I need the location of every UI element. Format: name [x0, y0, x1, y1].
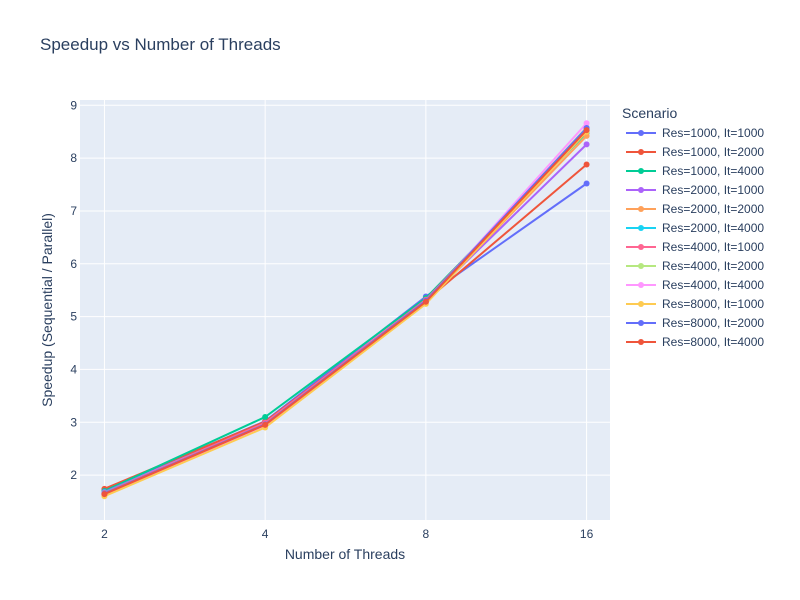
legend-swatch-marker [638, 168, 644, 174]
y-tick-label: 7 [70, 204, 77, 218]
x-axis-ticks: 2 4 8 16 [101, 527, 593, 541]
legend-swatch-marker [638, 187, 644, 193]
legend-item[interactable]: Res=1000, It=1000 [626, 126, 764, 140]
legend-label: Res=4000, It=1000 [662, 240, 764, 254]
legend-label: Res=2000, It=4000 [662, 221, 764, 235]
x-tick-label: 8 [423, 527, 430, 541]
y-tick-label: 2 [70, 468, 77, 482]
data-point [583, 180, 590, 187]
series-lines [101, 120, 590, 500]
legend-swatch-marker [638, 206, 644, 212]
data-point [583, 120, 590, 127]
data-point [583, 141, 590, 148]
y-axis-label: Speedup (Sequential / Parallel) [39, 213, 55, 407]
legend[interactable]: Res=1000, It=1000 Res=1000, It=2000 Res=10… [626, 126, 764, 349]
legend-swatch-marker [638, 225, 644, 231]
x-tick-label: 16 [580, 527, 594, 541]
legend-item[interactable]: Res=4000, It=4000 [626, 278, 764, 292]
legend-label: Res=4000, It=2000 [662, 259, 764, 273]
data-point [422, 298, 429, 305]
legend-label: Res=1000, It=4000 [662, 164, 764, 178]
y-axis-ticks: 2 3 4 5 6 7 8 9 [70, 98, 77, 482]
legend-item[interactable]: Res=8000, It=2000 [626, 316, 764, 330]
legend-swatch-marker [638, 244, 644, 250]
y-tick-label: 5 [70, 310, 77, 324]
plot-area [80, 100, 610, 520]
legend-item[interactable]: Res=4000, It=1000 [626, 240, 764, 254]
legend-item[interactable]: Res=4000, It=2000 [626, 259, 764, 273]
legend-item[interactable]: Res=2000, It=2000 [626, 202, 764, 216]
series-12 [101, 127, 590, 498]
legend-item[interactable]: Res=8000, It=1000 [626, 297, 764, 311]
legend-item[interactable]: Res=2000, It=4000 [626, 221, 764, 235]
legend-swatch-marker [638, 149, 644, 155]
legend-item[interactable]: Res=2000, It=1000 [626, 183, 764, 197]
legend-swatch-marker [638, 282, 644, 288]
y-tick-label: 8 [70, 151, 77, 165]
legend-label: Res=8000, It=2000 [662, 316, 764, 330]
x-axis-label: Number of Threads [285, 546, 405, 562]
data-point [101, 491, 108, 498]
x-tick-label: 2 [101, 527, 108, 541]
legend-swatch-marker [638, 263, 644, 269]
data-point [262, 421, 269, 428]
data-point [262, 413, 269, 420]
data-point [583, 127, 590, 134]
y-tick-label: 6 [70, 257, 77, 271]
legend-swatch-marker [638, 339, 644, 345]
legend-label: Res=4000, It=4000 [662, 278, 764, 292]
legend-swatch-marker [638, 320, 644, 326]
legend-label: Res=1000, It=2000 [662, 145, 764, 159]
legend-item[interactable]: Res=1000, It=4000 [626, 164, 764, 178]
legend-title: Scenario [622, 105, 677, 121]
legend-label: Res=2000, It=1000 [662, 183, 764, 197]
y-tick-label: 3 [70, 415, 77, 429]
legend-label: Res=8000, It=1000 [662, 297, 764, 311]
chart-title: Speedup vs Number of Threads [40, 35, 281, 54]
legend-swatch-marker [638, 301, 644, 307]
legend-label: Res=8000, It=4000 [662, 335, 764, 349]
legend-item[interactable]: Res=1000, It=2000 [626, 145, 764, 159]
data-point [583, 161, 590, 168]
legend-item[interactable]: Res=8000, It=4000 [626, 335, 764, 349]
legend-swatch-marker [638, 130, 644, 136]
legend-label: Res=1000, It=1000 [662, 126, 764, 140]
series-line [104, 129, 588, 496]
grid-lines [80, 100, 610, 520]
y-tick-label: 4 [70, 362, 77, 376]
x-tick-label: 4 [262, 527, 269, 541]
y-tick-label: 9 [70, 98, 77, 112]
series-line [104, 131, 588, 498]
legend-label: Res=2000, It=2000 [662, 202, 764, 216]
